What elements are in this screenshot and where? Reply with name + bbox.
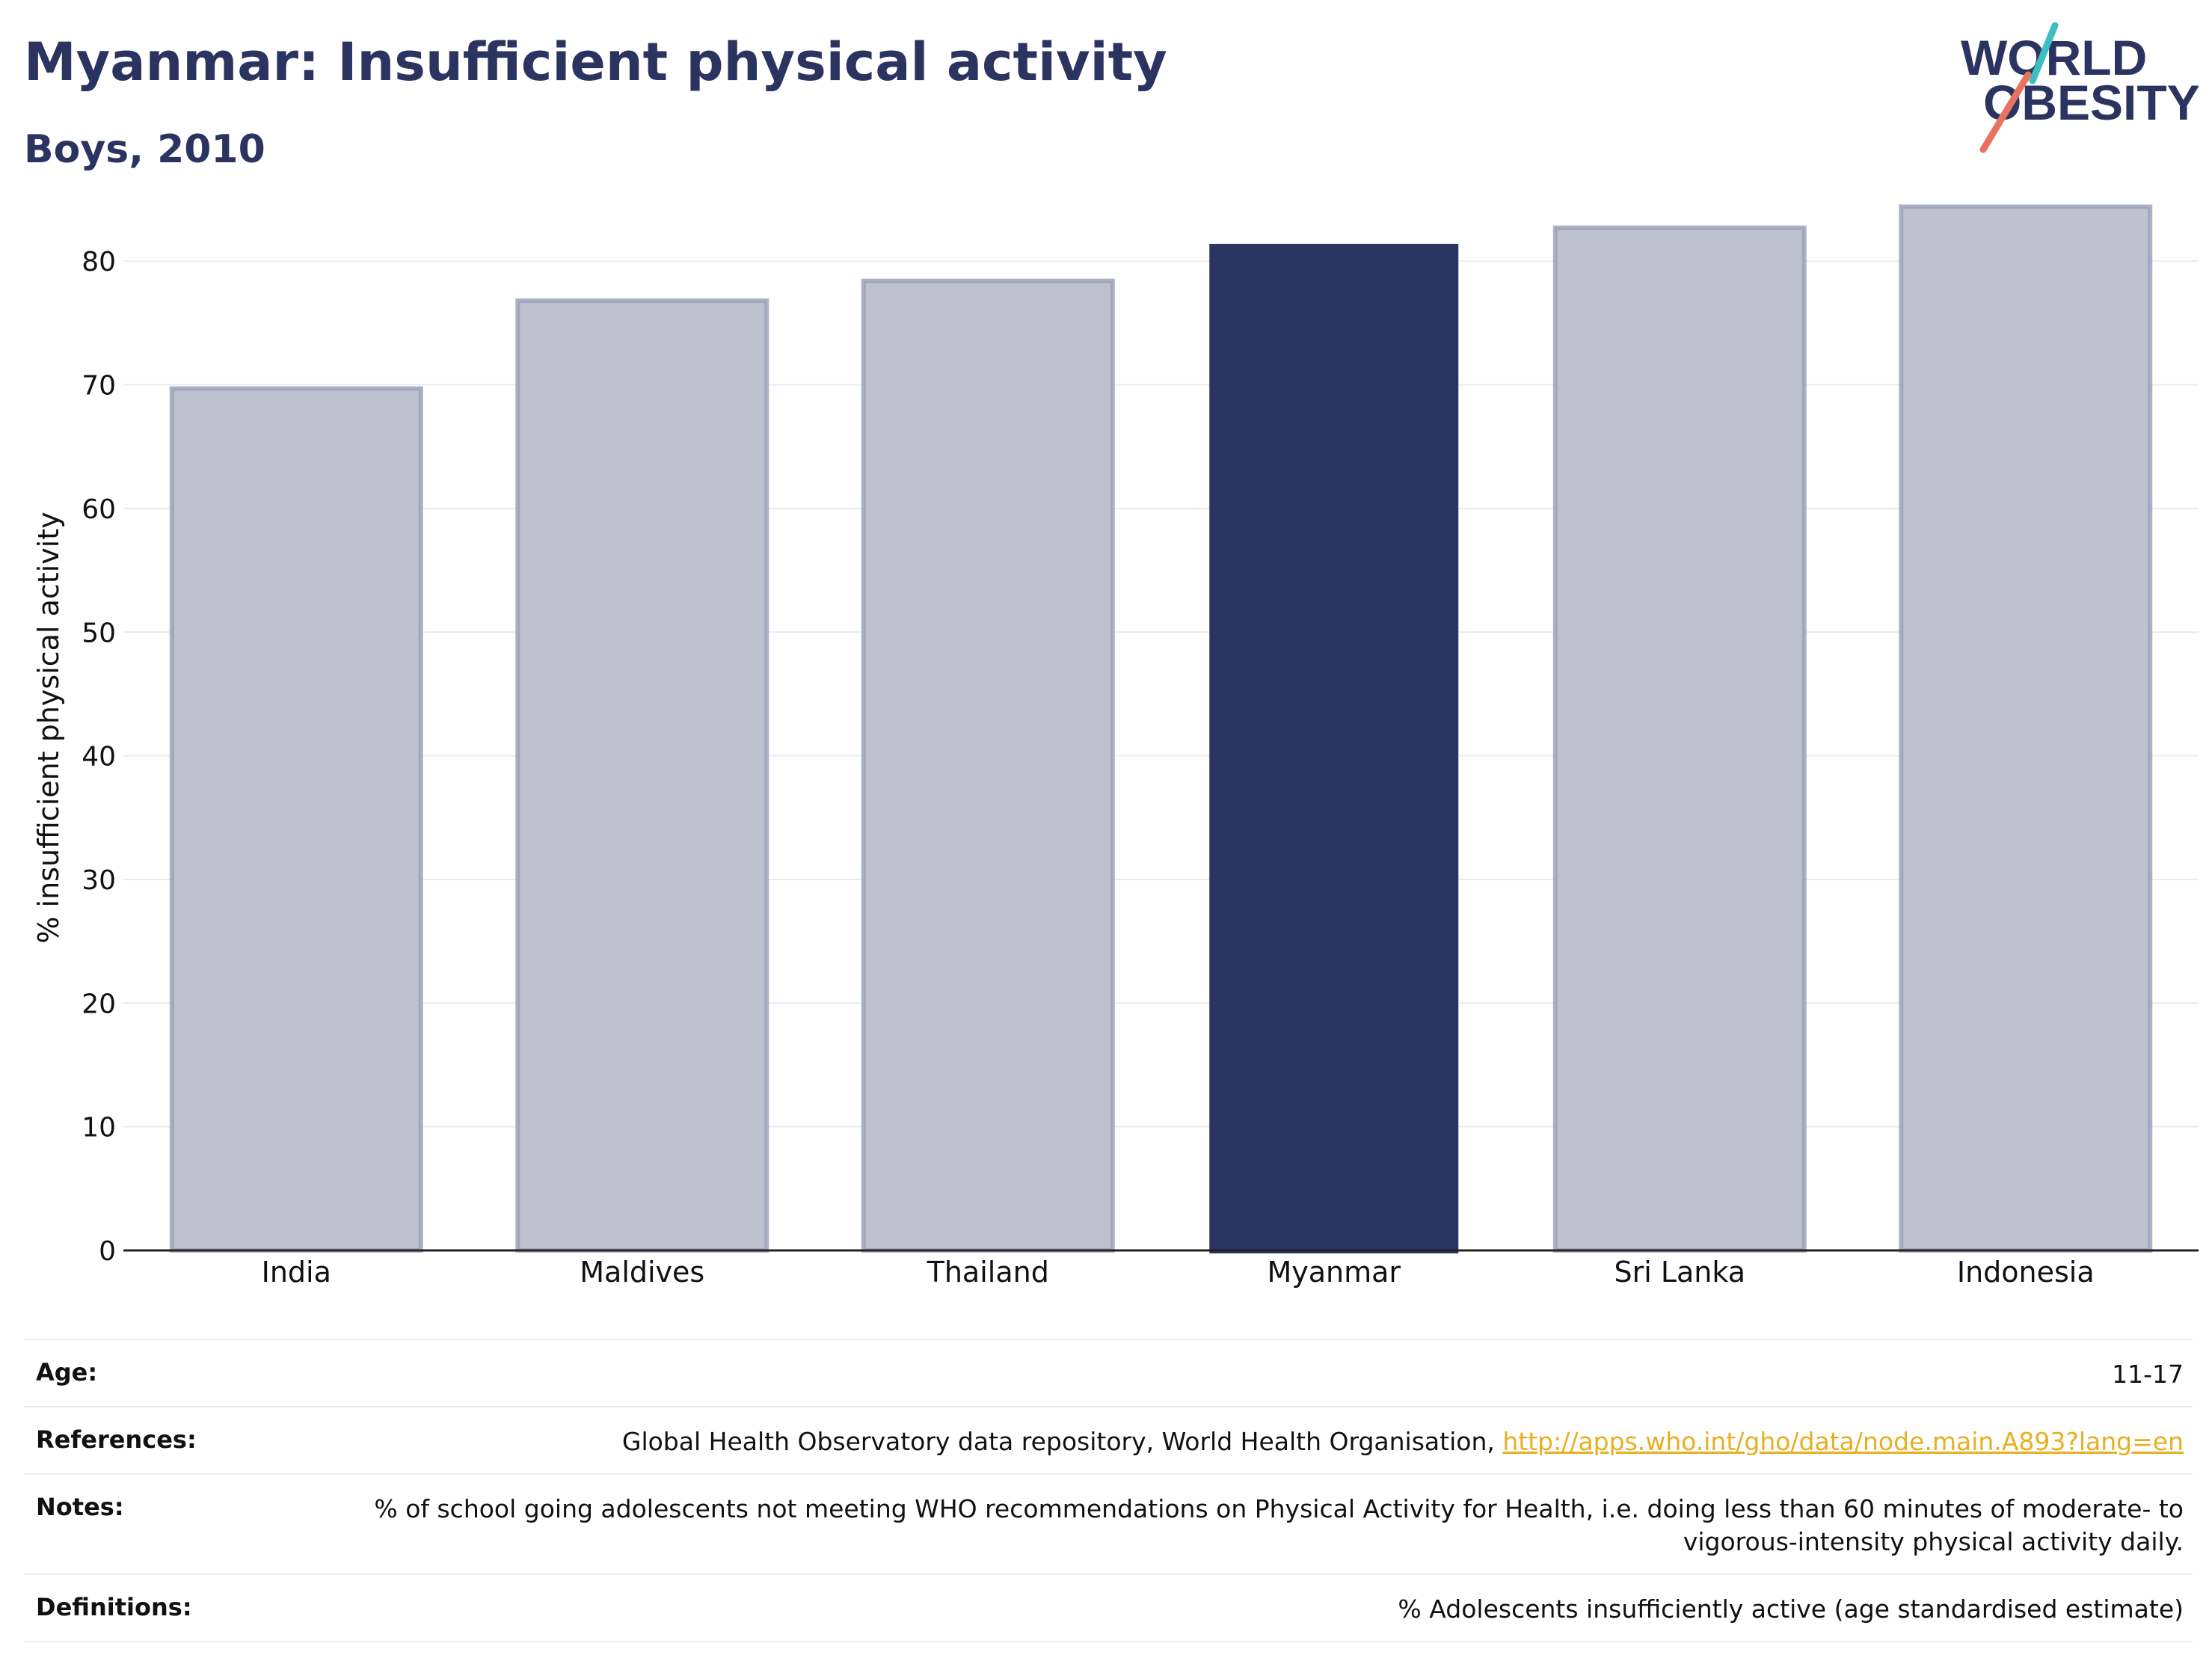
meta-row-age: Age: 11-17	[24, 1339, 2193, 1406]
references-text: Global Health Observatory data repositor…	[621, 1427, 1503, 1456]
x-tick-label: Thailand	[927, 1256, 1049, 1289]
world-obesity-logo: WORLD OBESITY	[1961, 22, 2199, 153]
references-label: References:	[36, 1425, 197, 1454]
bar-thailand	[861, 278, 1115, 1253]
y-tick-label: 20	[82, 989, 116, 1019]
definitions-label: Definitions:	[36, 1593, 192, 1621]
bar-layer	[169, 204, 2153, 1254]
meta-row-references: References: Global Health Observatory da…	[24, 1406, 2193, 1473]
metadata-table: Age: 11-17 References: Global Health Obs…	[24, 1339, 2193, 1642]
bar-india	[169, 386, 423, 1253]
meta-row-definitions: Definitions: % Adolescents insufficientl…	[24, 1573, 2193, 1642]
y-tick-label: 50	[82, 618, 116, 648]
definitions-value: % Adolescents insufficiently active (age…	[1398, 1594, 2184, 1624]
notes-label: Notes:	[36, 1493, 124, 1521]
bar-sri-lanka	[1552, 225, 1807, 1253]
age-label: Age:	[36, 1358, 98, 1387]
y-axis-label: % insufficient physical activity	[32, 512, 65, 943]
age-value: 11-17	[2112, 1360, 2184, 1389]
logo-slash-coral	[1979, 71, 2032, 153]
meta-row-notes: Notes: % of school going adolescents not…	[24, 1473, 2193, 1573]
references-link[interactable]: http://apps.who.int/gho/data/node.main.A…	[1502, 1427, 2184, 1456]
bar-maldives	[515, 298, 769, 1253]
bar-indonesia	[1899, 204, 2153, 1253]
x-tick-label: Indonesia	[1957, 1256, 2095, 1289]
bar-myanmar	[1209, 244, 1459, 1254]
x-tick-label: Maldives	[580, 1256, 704, 1289]
y-tick-label: 30	[82, 865, 116, 896]
grid-layer	[123, 260, 2199, 1128]
x-tick-label: Myanmar	[1267, 1256, 1401, 1289]
y-tick-label: 40	[82, 742, 116, 773]
bar-chart: 0 10 20 30 40 50 60 70 80 India Maldives Thailand My…	[32, 204, 2199, 1289]
y-tick-label: 10	[82, 1113, 116, 1143]
y-tick-label: 80	[82, 247, 116, 277]
y-tick-label: 60	[82, 494, 116, 525]
references-value: Global Health Observatory data repositor…	[622, 1425, 2184, 1458]
y-tick-label: 0	[99, 1236, 116, 1267]
x-tick-label: Sri Lanka	[1614, 1256, 1745, 1289]
y-tick-label: 70	[82, 371, 116, 402]
notes-value: % of school going adolescents not meetin…	[374, 1494, 2184, 1556]
axis-layer: 0 10 20 30 40 50 60 70 80 India Maldives Thailand My…	[82, 247, 2199, 1289]
logo-slash-teal	[2029, 22, 2059, 85]
x-tick-label: India	[262, 1256, 331, 1289]
page-subtitle: Boys, 2010	[24, 127, 265, 172]
logo-line1: WORLD	[1961, 30, 2147, 85]
page-title: Myanmar: Insufficient physical activity	[24, 31, 1167, 93]
